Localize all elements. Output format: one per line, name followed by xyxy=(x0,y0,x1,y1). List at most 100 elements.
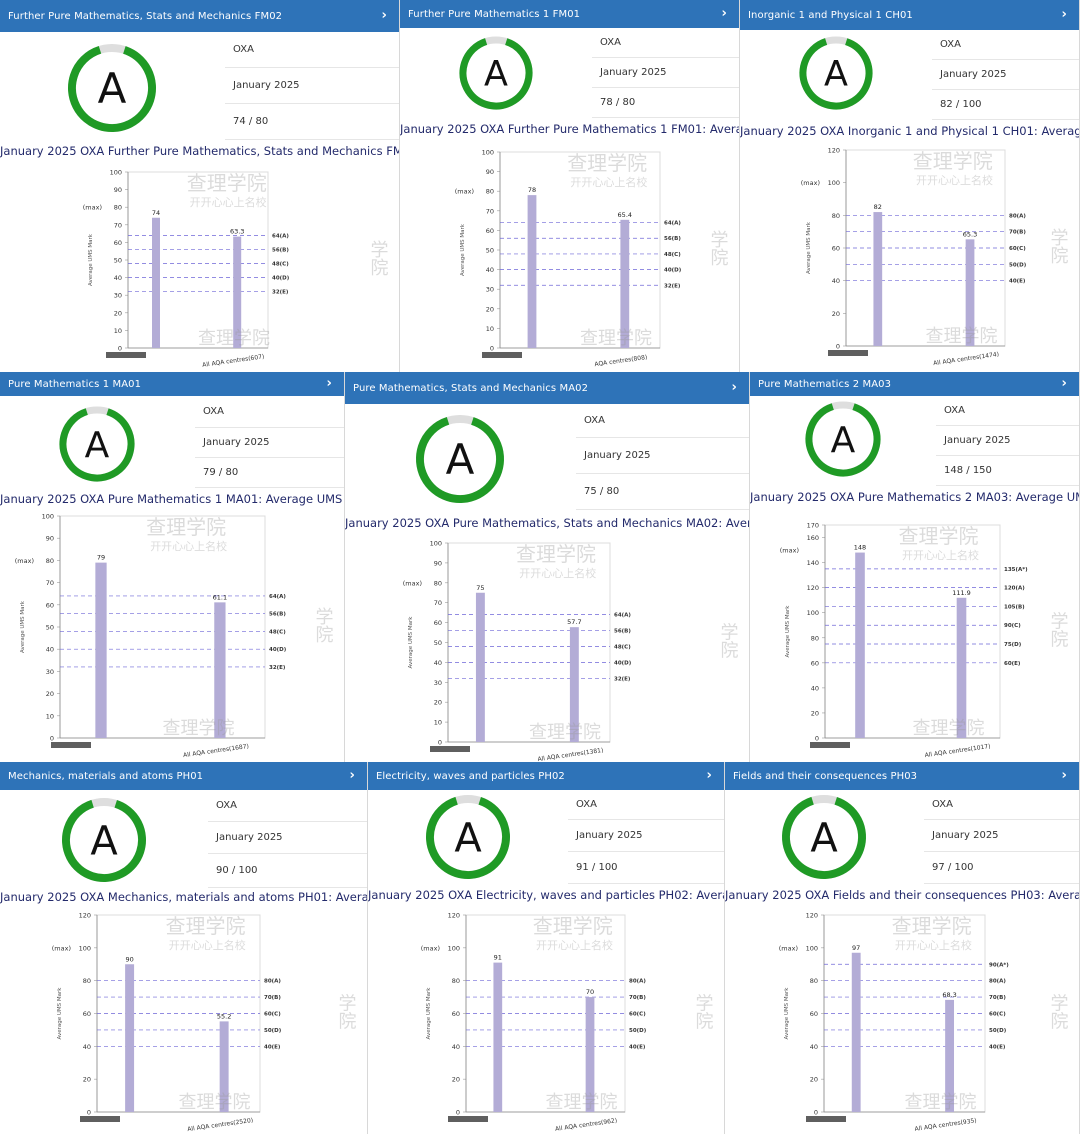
chevron-right-icon[interactable]: › xyxy=(706,768,712,784)
subject-title: Pure Mathematics 1 MA01 xyxy=(8,378,142,390)
ums-chart: 0 20 40 60 80 100 120 (max) Average UMS Mark 80(A… xyxy=(52,912,357,1134)
ring-progress xyxy=(805,401,881,477)
info-score: 82 / 100 xyxy=(932,90,1079,120)
watermark-name: 查理学院 xyxy=(899,524,979,548)
watermark-fragment: 学院 xyxy=(708,230,729,266)
grade-threshold-label: 60(C) xyxy=(1009,246,1026,252)
redacted-name xyxy=(430,746,471,752)
chart-title: January 2025 OXA Pure Mathematics 2 MA03… xyxy=(750,490,1079,504)
subject-header[interactable]: Electricity, waves and particles PH02 › xyxy=(368,762,724,790)
chevron-right-icon[interactable]: › xyxy=(381,8,387,24)
y-tick-label: 10 xyxy=(486,325,494,333)
subject-header[interactable]: Pure Mathematics, Stats and Mechanics MA… xyxy=(345,372,749,404)
subject-header[interactable]: Further Pure Mathematics, Stats and Mech… xyxy=(0,0,399,32)
watermark-slogan: 开开心心上名校 xyxy=(519,566,596,580)
y-tick-label: 140 xyxy=(807,559,819,567)
chevron-right-icon[interactable]: › xyxy=(1061,7,1067,23)
bar xyxy=(855,552,865,738)
ring-progress xyxy=(416,415,504,503)
watermark-slogan: 开开心心上名校 xyxy=(895,938,972,952)
y-tick-label: 40 xyxy=(46,646,54,654)
grade-threshold-label: 135(A*) xyxy=(1004,567,1028,573)
grade-threshold-label: 60(C) xyxy=(989,1012,1006,1018)
y-tick-label: 120 xyxy=(79,912,91,920)
subject-header[interactable]: Mechanics, materials and atoms PH01 › xyxy=(0,762,367,790)
ums-chart: 0 20 40 60 80 100 120 (max) Average UMS Mark 90(A… xyxy=(779,912,1069,1133)
redacted-name xyxy=(827,350,868,356)
y-tick-label: 0 xyxy=(50,735,54,743)
watermark-name: 查理学院 xyxy=(198,328,270,349)
subject-title: Mechanics, materials and atoms PH01 xyxy=(8,770,204,782)
ums-chart: 0 20 40 60 80 100 120 140 160 170 (max) Average UMS… xyxy=(780,522,1069,760)
subject-header[interactable]: Fields and their consequences PH03 › xyxy=(725,762,1079,790)
grade-ring: A xyxy=(795,32,877,114)
watermark-slogan: 开开心心上名校 xyxy=(570,175,647,189)
chevron-right-icon[interactable]: › xyxy=(721,6,727,22)
result-info: OXA January 2025 90 / 100 xyxy=(208,762,367,888)
bar xyxy=(95,562,107,738)
result-info: OXA January 2025 82 / 100 xyxy=(932,0,1079,120)
grade-threshold-label: 70(B) xyxy=(629,995,646,1001)
subject-title: Inorganic 1 and Physical 1 CH01 xyxy=(748,9,913,21)
watermark-fragment: 学院 xyxy=(1048,611,1069,647)
y-tick-label: 0 xyxy=(836,343,840,351)
y-tick-label: 60 xyxy=(114,239,122,247)
grade-threshold-label: 40(E) xyxy=(629,1044,646,1050)
grade-threshold-label: 40(D) xyxy=(272,276,290,282)
x-category-label: All AQA centres(1474) xyxy=(933,351,1000,367)
grade-ring: A xyxy=(55,402,139,486)
result-panel: Electricity, waves and particles PH02 › A O… xyxy=(368,762,725,1134)
y-tick-label: 30 xyxy=(114,292,122,300)
bar-value-label: 91 xyxy=(494,954,502,962)
subject-title: Pure Mathematics 2 MA03 xyxy=(758,378,892,390)
x-category-label: All AQA centres(2520) xyxy=(187,1117,254,1133)
grade-letter: A xyxy=(810,815,838,861)
bar xyxy=(965,239,975,346)
subject-header[interactable]: Pure Mathematics 1 MA01 › xyxy=(0,372,344,396)
grade-threshold-label: 50(D) xyxy=(264,1028,282,1034)
grade-threshold-label: 70(B) xyxy=(989,995,1006,1001)
y-tick-label: 20 xyxy=(486,305,494,313)
grade-letter: A xyxy=(90,818,118,864)
chevron-right-icon[interactable]: › xyxy=(326,376,332,392)
y-tick-label: 90 xyxy=(486,168,494,176)
watermark-fragment: 学院 xyxy=(336,993,357,1029)
grade-threshold-label: 60(C) xyxy=(264,1012,281,1018)
x-category-label: AQA centres(808) xyxy=(594,354,648,368)
subject-header[interactable]: Inorganic 1 and Physical 1 CH01 › xyxy=(740,0,1079,30)
info-score: 79 / 80 xyxy=(195,458,344,488)
chevron-right-icon[interactable]: › xyxy=(731,380,737,396)
subject-title: Further Pure Mathematics, Stats and Mech… xyxy=(8,10,283,22)
y-tick-label: 80 xyxy=(46,557,54,565)
max-label: (max) xyxy=(780,547,799,555)
info-session: January 2025 xyxy=(936,426,1079,456)
y-tick-label: 80 xyxy=(832,212,840,220)
grade-threshold-label: 64(A) xyxy=(269,594,286,600)
y-tick-label: 20 xyxy=(811,709,819,717)
y-tick-label: 20 xyxy=(83,1076,91,1084)
watermark-fragment: 学院 xyxy=(1048,228,1069,264)
grade-threshold-label: 32(E) xyxy=(614,676,631,682)
grade-threshold-label: 40(E) xyxy=(1009,279,1026,285)
y-tick-label: 30 xyxy=(46,668,54,676)
chevron-right-icon[interactable]: › xyxy=(349,768,355,784)
subject-header[interactable]: Further Pure Mathematics 1 FM01 › xyxy=(400,0,739,28)
info-score: 91 / 100 xyxy=(568,852,724,884)
chevron-right-icon[interactable]: › xyxy=(1061,376,1067,392)
y-tick-label: 120 xyxy=(806,912,818,920)
grade-threshold-label: 75(D) xyxy=(1004,642,1022,648)
chart-title: January 2025 OXA Further Pure Mathematic… xyxy=(400,122,739,136)
grade-threshold-label: 50(D) xyxy=(989,1028,1007,1034)
subject-header[interactable]: Pure Mathematics 2 MA03 › xyxy=(750,372,1079,396)
max-label: (max) xyxy=(421,944,440,952)
info-session: January 2025 xyxy=(924,820,1079,852)
chevron-right-icon[interactable]: › xyxy=(1061,768,1067,784)
y-axis-label: Average UMS Mark xyxy=(20,600,26,653)
max-label: (max) xyxy=(52,944,71,952)
y-tick-label: 0 xyxy=(815,735,819,743)
y-tick-label: 40 xyxy=(811,684,819,692)
result-info: OXA January 2025 75 / 80 xyxy=(576,372,749,510)
